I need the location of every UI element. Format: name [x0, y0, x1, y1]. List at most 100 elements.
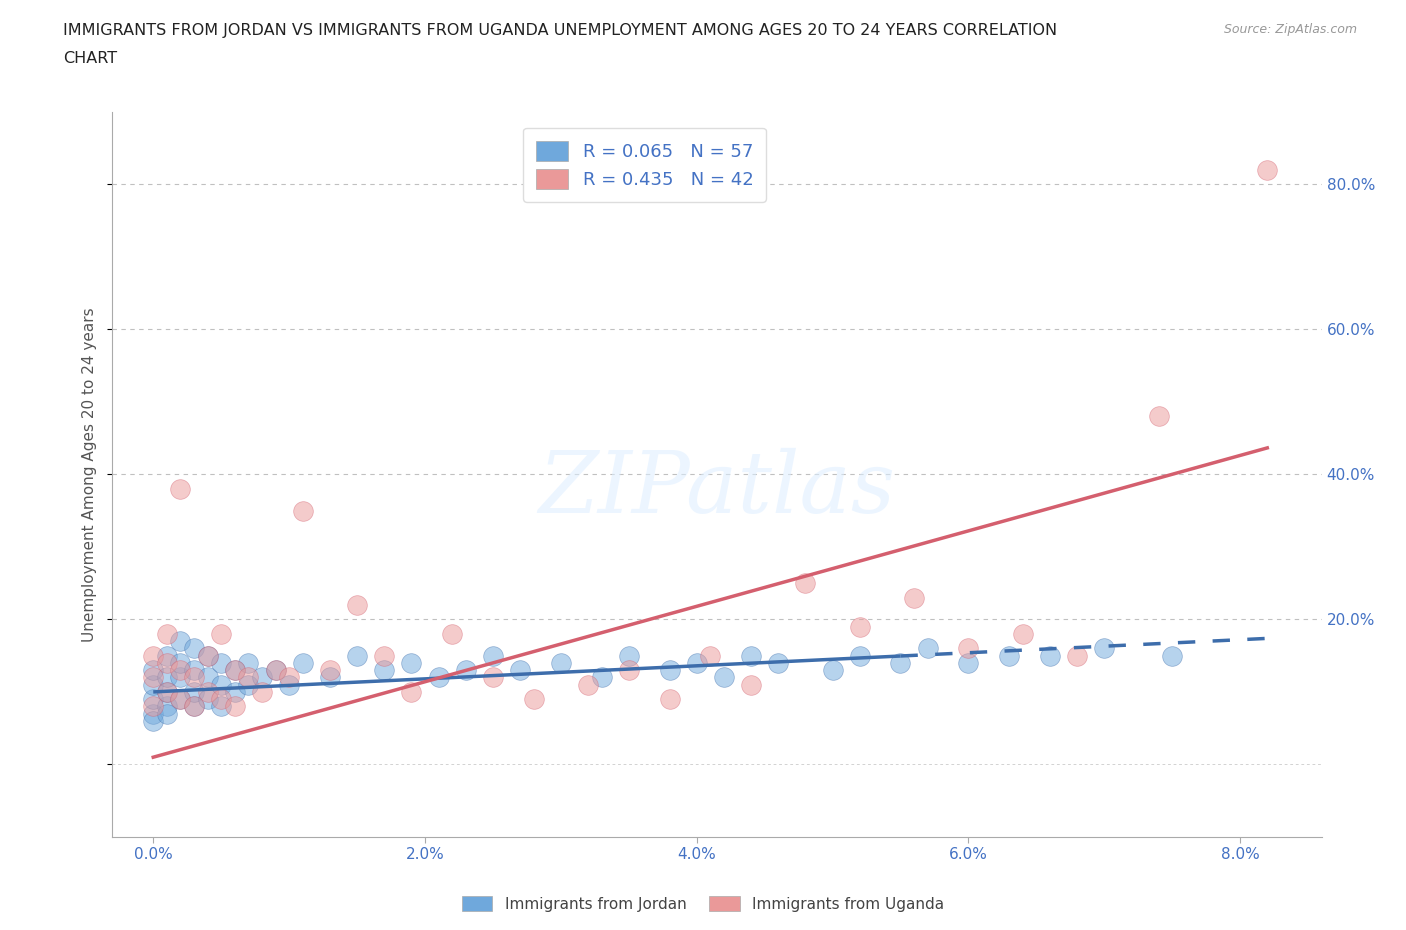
Text: IMMIGRANTS FROM JORDAN VS IMMIGRANTS FROM UGANDA UNEMPLOYMENT AMONG AGES 20 TO 2: IMMIGRANTS FROM JORDAN VS IMMIGRANTS FRO… [63, 23, 1057, 38]
Point [401, 684, 423, 699]
Point [224, 663, 246, 678]
Point [156, 684, 179, 699]
Point [617, 663, 640, 678]
Point [197, 648, 219, 663]
Point [183, 670, 205, 684]
Point [156, 648, 179, 663]
Point [197, 648, 219, 663]
Point [238, 677, 260, 692]
Point [169, 656, 191, 671]
Text: Source: ZipAtlas.com: Source: ZipAtlas.com [1223, 23, 1357, 36]
Point [209, 692, 232, 707]
Point [740, 677, 762, 692]
Point [142, 713, 165, 728]
Point [427, 670, 450, 684]
Point [142, 648, 165, 663]
Y-axis label: Unemployment Among Ages 20 to 24 years: Unemployment Among Ages 20 to 24 years [82, 307, 97, 642]
Point [197, 670, 219, 684]
Point [957, 641, 980, 656]
Point [156, 699, 179, 714]
Point [169, 633, 191, 648]
Point [658, 692, 681, 707]
Point [142, 677, 165, 692]
Point [156, 656, 179, 671]
Point [169, 692, 191, 707]
Point [319, 663, 342, 678]
Point [1092, 641, 1115, 656]
Point [156, 684, 179, 699]
Point [209, 656, 232, 671]
Point [617, 648, 640, 663]
Legend: Immigrants from Jordan, Immigrants from Uganda: Immigrants from Jordan, Immigrants from … [456, 889, 950, 918]
Point [686, 656, 709, 671]
Point [156, 627, 179, 642]
Point [209, 627, 232, 642]
Point [794, 576, 817, 591]
Point [373, 663, 395, 678]
Point [766, 656, 789, 671]
Point [482, 670, 505, 684]
Point [209, 677, 232, 692]
Point [441, 627, 464, 642]
Point [848, 648, 870, 663]
Point [224, 663, 246, 678]
Point [1256, 162, 1278, 177]
Point [156, 670, 179, 684]
Point [183, 684, 205, 699]
Point [699, 648, 721, 663]
Point [169, 692, 191, 707]
Point [278, 670, 301, 684]
Point [523, 692, 546, 707]
Point [319, 670, 342, 684]
Point [291, 656, 314, 671]
Point [169, 482, 191, 497]
Point [183, 641, 205, 656]
Point [183, 699, 205, 714]
Point [998, 648, 1021, 663]
Point [238, 656, 260, 671]
Point [142, 670, 165, 684]
Point [576, 677, 599, 692]
Point [957, 656, 980, 671]
Point [903, 591, 925, 605]
Point [142, 699, 165, 714]
Point [197, 692, 219, 707]
Point [821, 663, 844, 678]
Point [373, 648, 395, 663]
Point [1039, 648, 1062, 663]
Text: CHART: CHART [63, 51, 117, 66]
Point [509, 663, 531, 678]
Point [238, 670, 260, 684]
Point [917, 641, 939, 656]
Point [183, 663, 205, 678]
Point [264, 663, 287, 678]
Point [713, 670, 735, 684]
Point [142, 706, 165, 721]
Point [183, 699, 205, 714]
Point [346, 648, 368, 663]
Point [346, 597, 368, 612]
Text: ZIPatlas: ZIPatlas [538, 447, 896, 530]
Point [740, 648, 762, 663]
Point [224, 684, 246, 699]
Point [1147, 409, 1170, 424]
Point [848, 619, 870, 634]
Point [209, 699, 232, 714]
Legend: R = 0.065   N = 57, R = 0.435   N = 42: R = 0.065 N = 57, R = 0.435 N = 42 [523, 128, 766, 202]
Point [156, 706, 179, 721]
Point [454, 663, 477, 678]
Point [1161, 648, 1184, 663]
Point [591, 670, 613, 684]
Point [1066, 648, 1088, 663]
Point [658, 663, 681, 678]
Point [482, 648, 505, 663]
Point [224, 699, 246, 714]
Point [1011, 627, 1033, 642]
Point [250, 670, 273, 684]
Point [142, 692, 165, 707]
Point [197, 684, 219, 699]
Point [550, 656, 572, 671]
Point [264, 663, 287, 678]
Point [169, 670, 191, 684]
Point [291, 503, 314, 518]
